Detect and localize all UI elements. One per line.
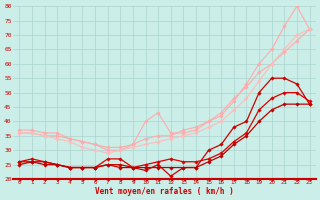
X-axis label: Vent moyen/en rafales ( km/h ): Vent moyen/en rafales ( km/h ) [95, 187, 234, 196]
